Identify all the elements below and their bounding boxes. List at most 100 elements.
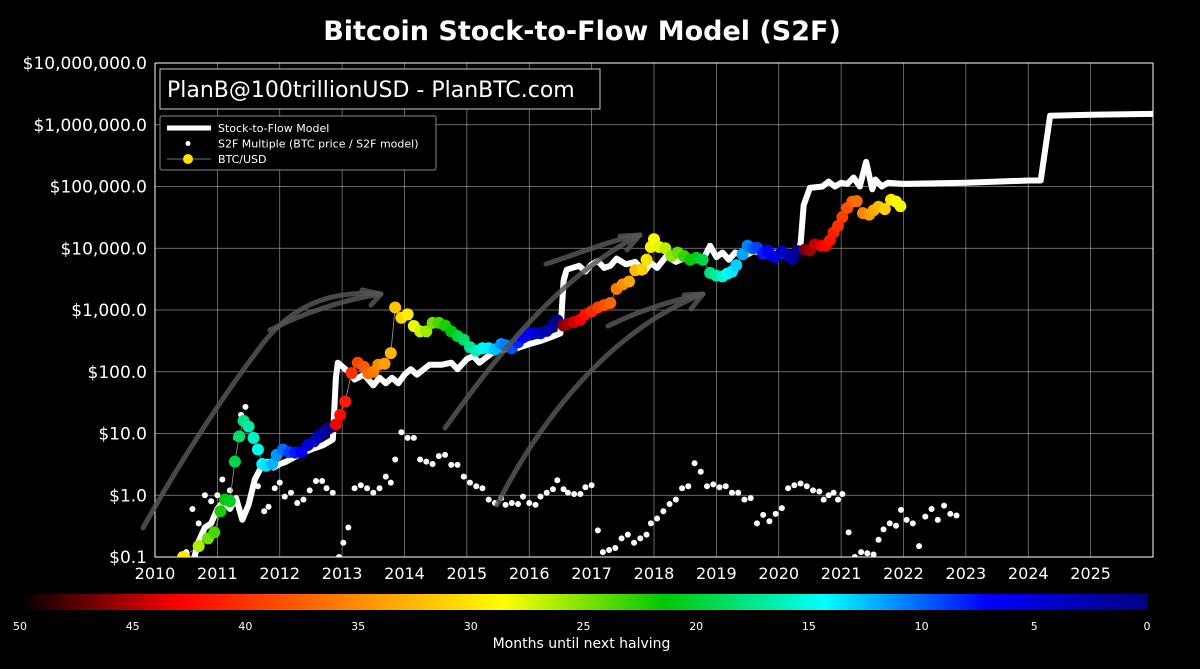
s2f-multiple-point xyxy=(835,496,842,503)
s2f-multiple-point xyxy=(875,536,882,543)
s2f-multiple-point xyxy=(660,508,667,515)
s2f-multiple-point xyxy=(851,554,858,557)
s2f-multiple-point xyxy=(532,501,539,508)
s2f-multiple-point xyxy=(643,531,650,538)
s2f-multiple-point xyxy=(560,486,567,493)
s2f-multiple-point xyxy=(685,483,692,490)
s2f-multiple-point xyxy=(898,506,905,513)
s2f-multiple-point xyxy=(340,539,347,546)
x-tick-label: 2024 xyxy=(1008,564,1049,583)
watermark: PlanB@100trillionUSD - PlanBTC.com xyxy=(159,68,601,110)
annotation-arrow xyxy=(442,232,643,431)
btc-usd-point xyxy=(247,431,260,444)
legend-label: Stock-to-Flow Model xyxy=(218,122,329,135)
btc-usd-point xyxy=(623,275,636,288)
s2f-multiple-point xyxy=(189,505,196,512)
s2f-multiple-point xyxy=(785,485,792,492)
btc-usd-point xyxy=(401,308,414,321)
btc-usd-point xyxy=(214,505,227,518)
series-layer xyxy=(177,110,1153,557)
btc-usd-point xyxy=(832,219,845,232)
s2f-multiple-point xyxy=(195,520,202,527)
s2f-multiple-point xyxy=(631,539,638,546)
s2f-multiple-point xyxy=(287,489,294,496)
annotation-arrow xyxy=(267,291,384,333)
s2f-multiple-point xyxy=(520,493,527,500)
colorbar-tick-label: 50 xyxy=(13,620,27,633)
s2f-multiple-point xyxy=(323,485,330,492)
s2f-multiple-point xyxy=(928,505,935,512)
legend-swatch-dot xyxy=(185,141,191,146)
s2f-multiple-point xyxy=(953,512,960,519)
btc-usd-point xyxy=(345,367,358,380)
btc-usd-point xyxy=(339,395,352,408)
s2f-multiple-point xyxy=(508,499,515,506)
btc-usd-point xyxy=(266,458,279,471)
btc-usd-point xyxy=(228,455,241,468)
s2f-multiple-point xyxy=(370,489,377,496)
s2f-multiple-point xyxy=(526,499,533,506)
s2f-multiple-point xyxy=(404,434,411,441)
s2f-multiple-point xyxy=(893,522,900,529)
s2f-multiple-point xyxy=(271,485,278,492)
x-tick-label: 2013 xyxy=(322,564,363,583)
s2f-multiple-point xyxy=(242,403,249,410)
s2f-multiple-point xyxy=(435,453,442,460)
y-tick-label: $10.0 xyxy=(98,425,147,445)
btc-usd-point xyxy=(878,203,891,216)
y-tick-label: $1,000.0 xyxy=(71,301,147,321)
s2f-multiple-point xyxy=(722,483,729,490)
y-tick-label: $1.0 xyxy=(109,486,147,506)
s2f-multiple-point xyxy=(922,513,929,520)
s2f-multiple-point xyxy=(797,480,804,487)
x-tick-label: 2025 xyxy=(1070,564,1111,583)
s2f-multiple-point xyxy=(903,516,910,523)
btc-usd-point xyxy=(192,540,205,553)
colorbar-tick-label: 10 xyxy=(915,620,929,633)
annotation-arrow xyxy=(494,291,706,508)
s2f-multiple-point xyxy=(219,476,226,483)
s2f-multiple-point xyxy=(947,510,954,517)
s2f-multiple-point xyxy=(376,485,383,492)
s2f-multiple-point xyxy=(679,485,686,492)
y-tick-label: $10,000,000.0 xyxy=(23,54,147,74)
s2f-multiple-point xyxy=(820,496,827,503)
chart-title: Bitcoin Stock-to-Flow Model (S2F) xyxy=(323,16,841,47)
s2f-multiple-point xyxy=(697,468,704,475)
btc-usd-point xyxy=(233,430,246,443)
colorbar-tick-label: 40 xyxy=(238,620,252,633)
s2f-multiple-point xyxy=(666,501,673,508)
s2f-multiple-point xyxy=(571,490,578,497)
x-tick-label: 2016 xyxy=(509,564,550,583)
s2f-multiple-point xyxy=(916,543,923,550)
s2f-multiple-point xyxy=(554,477,561,484)
colorbar-tick-label: 25 xyxy=(577,620,591,633)
legend-swatch-dot xyxy=(183,154,193,164)
s2f-multiple-point xyxy=(594,527,601,534)
y-tick-label: $100.0 xyxy=(88,363,147,383)
s2f-multiple-point xyxy=(760,511,767,518)
s2f-multiple-point xyxy=(870,551,877,557)
y-tick-label: $0.1 xyxy=(109,548,147,568)
colorbar xyxy=(20,594,1147,610)
s2f-multiple-point xyxy=(442,451,449,458)
s2f-multiple-point xyxy=(265,503,272,510)
btc-usd-point xyxy=(420,325,433,338)
s2f-multiple-point xyxy=(329,489,336,496)
btc-usd-point xyxy=(384,347,397,360)
s2f-multiple-point xyxy=(747,495,754,502)
s2f-multiple-point xyxy=(276,479,283,486)
s2f-multiple-point xyxy=(537,493,544,500)
s2f-multiple-point xyxy=(398,429,405,436)
btc-usd-point xyxy=(242,420,255,433)
y-tick-label: $1,000,000.0 xyxy=(33,116,147,136)
btc-usd-point xyxy=(850,195,863,208)
x-tick-label: 2021 xyxy=(821,564,862,583)
s2f-multiple-point xyxy=(392,456,399,463)
x-tick-label: 2012 xyxy=(259,564,300,583)
s2f-multiple-point xyxy=(312,478,319,485)
legend: Stock-to-Flow Model S2F Multiple (BTC pri… xyxy=(159,115,437,171)
watermark-text: PlanB@100trillionUSD - PlanBTC.com xyxy=(167,78,575,103)
